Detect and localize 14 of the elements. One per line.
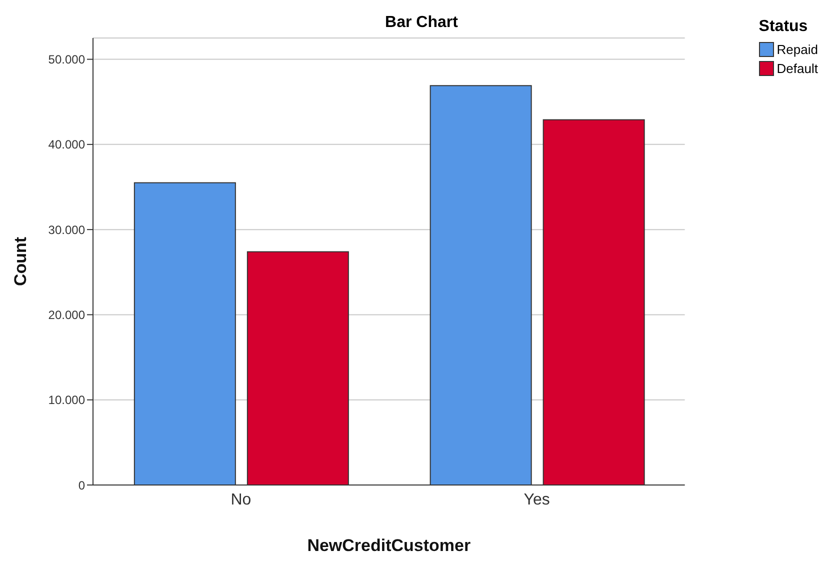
y-tick-label: 40.000	[48, 138, 86, 152]
x-tick-label: Yes	[524, 491, 550, 508]
legend-label: Repaid	[776, 41, 818, 59]
x-tick-label: No	[230, 491, 252, 508]
chart-title: Bar Chart	[384, 14, 459, 32]
y-tick-label: 30.000	[48, 222, 86, 237]
y-tick-label: 0	[78, 478, 86, 492]
y-axis-title: Count	[11, 236, 30, 286]
y-tick-label: 20.000	[48, 308, 86, 322]
y-tick-label: 50.000	[48, 52, 86, 67]
legend-title: Status	[758, 18, 809, 36]
y-tick-label: 10.000	[48, 393, 86, 408]
x-axis-title: NewCreditCustomer	[307, 536, 471, 556]
legend-label: Default	[776, 60, 818, 78]
